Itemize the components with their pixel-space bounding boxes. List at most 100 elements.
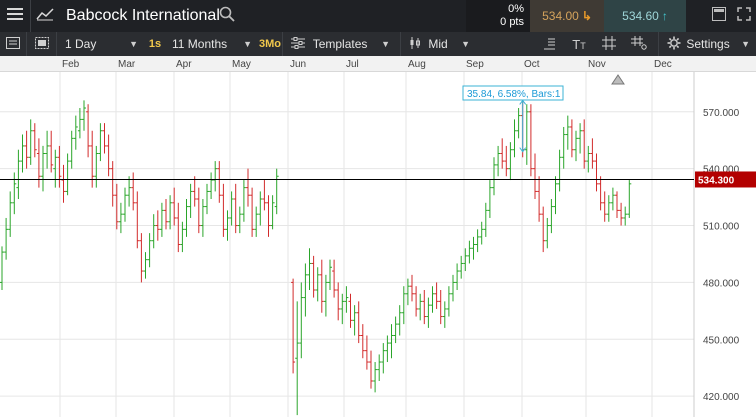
crosshair-icon (602, 35, 616, 53)
measure-arrow-down (519, 147, 527, 153)
text-tool-icon: TT (572, 36, 586, 52)
ohlc-bar (446, 286, 451, 317)
ohlc-bar (164, 199, 168, 230)
price-type-select[interactable]: Mid ▼ (400, 32, 476, 56)
ohlc-bar (233, 183, 238, 234)
ohlc-bar (393, 316, 398, 344)
ohlc-bar (69, 130, 74, 169)
popout-button[interactable] (706, 0, 732, 32)
ohlc-bar (602, 191, 607, 222)
price-tick-label: 540.000 (703, 165, 740, 176)
ohlc-bar (143, 252, 148, 279)
buy-button[interactable]: 534.60 ↑ (604, 0, 686, 32)
ohlc-bar (82, 100, 86, 131)
ohlc-bar (319, 259, 324, 313)
ohlc-bar (352, 305, 357, 336)
ohlc-bar (291, 278, 296, 374)
ohlc-bar (528, 104, 533, 177)
ohlc-bar (266, 195, 271, 237)
ohlc-bar (32, 123, 37, 158)
ohlc-bar (582, 119, 587, 169)
chevron-down-icon: ▼ (741, 39, 750, 49)
ohlc-bar (549, 199, 554, 234)
ohlc-bar (426, 297, 431, 328)
price-tick-label: 420.000 (703, 392, 740, 403)
ohlc-bar (479, 221, 484, 245)
ohlc-bar (94, 145, 99, 188)
ohlc-bar (114, 183, 119, 230)
ohlc-bar (0, 246, 4, 290)
chart-annotations[interactable]: 534.300 35.84, 6.58%, Bars:1 (0, 74, 756, 188)
month-label: Sep (466, 59, 484, 70)
search-button[interactable] (214, 0, 240, 32)
ohlc-bar (205, 183, 209, 215)
settings-button[interactable]: Settings ▼ (658, 32, 756, 56)
instrument-name: Babcock International (66, 7, 220, 24)
ohlc-bar (545, 217, 550, 249)
ohlc-bar (340, 293, 345, 325)
ohlc-bar (16, 149, 21, 200)
menu-button[interactable] (0, 0, 30, 32)
expand-button[interactable] (732, 0, 756, 32)
crosshair-button[interactable] (596, 32, 622, 56)
ohlc-bar (229, 191, 234, 226)
ohlc-bar (496, 145, 501, 177)
chart-toolbar: 1 Day ▼ 1s 11 Months ▼ 3Mo Templates ▼ M… (0, 32, 756, 56)
range-quick-button[interactable]: 3Mo (259, 38, 281, 50)
line-chart-icon (35, 7, 54, 26)
ohlc-bar (516, 108, 521, 139)
ohlc-bar (237, 206, 242, 234)
drawing-tools-button[interactable] (536, 32, 562, 56)
interval-select[interactable]: 1 Day ▼ (56, 32, 144, 56)
ohlc-bar (561, 126, 566, 169)
ohlc-bar (241, 180, 246, 222)
ohlc-bar (336, 282, 341, 321)
ohlc-bar (110, 161, 115, 207)
change-points: 0 pts (500, 16, 524, 28)
ohlc-bar (311, 255, 316, 298)
panel-toggle-button[interactable] (26, 32, 56, 56)
chart-type-button[interactable] (30, 0, 58, 32)
ohlc-bar (565, 115, 570, 150)
interval-quick-button[interactable]: 1s (148, 38, 162, 50)
ohlc-bar (430, 286, 435, 313)
ohlc-bar (623, 206, 628, 226)
ohlc-bar (422, 289, 427, 325)
ohlc-bar (414, 286, 419, 317)
month-label: Apr (176, 59, 192, 70)
ohlc-bar (492, 157, 496, 196)
ohlc-bar (418, 293, 423, 321)
ohlc-bar (250, 187, 255, 237)
measure-label[interactable]: 35.84, 6.58%, Bars:1 (467, 89, 561, 100)
ohlc-bar (225, 210, 230, 241)
ohlc-bar (598, 176, 603, 211)
ohlc-bar (385, 335, 390, 363)
ohlc-bar (258, 191, 263, 226)
templates-button[interactable]: Templates ▼ (282, 32, 396, 56)
ohlc-bar (254, 206, 259, 237)
month-label: Feb (62, 59, 80, 70)
price-chart[interactable]: 420.000 450.000 480.000 510.000 540.000 570.0… (0, 72, 756, 417)
month-label: Mar (118, 59, 136, 70)
ohlc-bar (20, 134, 25, 173)
ohlc-bar (262, 180, 267, 211)
sell-button[interactable]: 534.00 ↳ (530, 0, 604, 32)
ohlc-bar (373, 362, 378, 393)
ohlc-bar (184, 199, 189, 237)
ohlc-bar (28, 119, 33, 165)
ohlc-bar (459, 255, 464, 279)
text-tool-button[interactable]: TT (566, 32, 592, 56)
ohlc-bar (438, 289, 443, 325)
settings-gear-icon (667, 36, 681, 53)
time-marker-icon[interactable] (611, 74, 625, 85)
layout-button[interactable] (0, 32, 26, 56)
grid-button[interactable] (626, 32, 652, 56)
ohlc-bar (24, 130, 29, 169)
ohlc-bar (512, 119, 517, 158)
ohlc-bar (41, 145, 45, 192)
ohlc-bar (221, 183, 226, 237)
ohlc-bar (106, 134, 111, 177)
ohlc-bar (77, 108, 82, 139)
range-select[interactable]: 11 Months ▼ (166, 32, 258, 56)
instrument-title[interactable]: Babcock International (58, 0, 244, 32)
